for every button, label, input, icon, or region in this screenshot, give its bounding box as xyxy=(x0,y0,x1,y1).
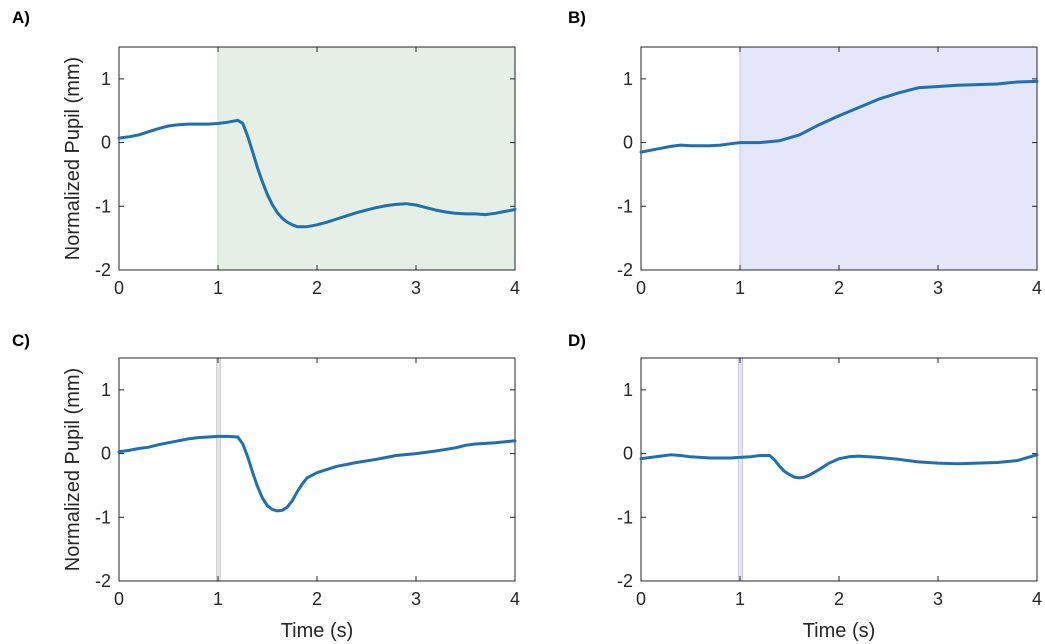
panel-3-y-tick-label: 1 xyxy=(623,380,633,400)
panel-2-y-tick-label: -1 xyxy=(95,507,111,527)
panel-2-shaded-region xyxy=(216,357,221,582)
panel-1-x-tick-label: 3 xyxy=(933,278,943,298)
panel-1-y-tick-label: 1 xyxy=(623,69,633,89)
panel-2-y-tick-label: 1 xyxy=(101,380,111,400)
panel-2-x-tick-label: 2 xyxy=(312,589,322,609)
panel-3-x-tick-label: 3 xyxy=(933,589,943,609)
panel-1-shaded-region xyxy=(739,46,1038,271)
panel-2-x-axis-label: Time (s) xyxy=(281,620,354,642)
panel-3-x-tick-label: 4 xyxy=(1032,589,1042,609)
panel-0-y-axis-label: Normalized Pupil (mm) xyxy=(62,57,84,260)
panel-2-x-tick-label: 3 xyxy=(411,589,421,609)
panel-2-y-tick-label: -2 xyxy=(95,571,111,591)
panel-3-x-tick-label: 0 xyxy=(636,589,646,609)
panel-3: 0 1 2 3 4 -2 -1 0 1 D) Time (s) xyxy=(568,331,1042,642)
panel-3-x-axis-label: Time (s) xyxy=(803,620,876,642)
panel-3-letter: D) xyxy=(568,331,586,350)
panel-0-x-tick-label: 1 xyxy=(213,278,223,298)
panel-0-x-tick-label: 3 xyxy=(411,278,421,298)
panel-1-y-tick-label: -1 xyxy=(617,196,633,216)
panel-0-series-line-0 xyxy=(117,118,517,229)
panel-0-x-tick-label: 2 xyxy=(312,278,322,298)
panel-1-x-tick-label: 0 xyxy=(636,278,646,298)
panel-2-letter: C) xyxy=(12,331,30,350)
panel-3-x-tick-label: 2 xyxy=(834,589,844,609)
panel-3-shaded-region xyxy=(738,357,743,582)
panel-1-letter: B) xyxy=(568,8,586,27)
panel-1: 0 1 2 3 4 -2 -1 0 1 B) xyxy=(568,8,1042,298)
panel-2-x-tick-label: 0 xyxy=(114,589,124,609)
panel-2-x-tick-label: 1 xyxy=(213,589,223,609)
panel-0-x-tick-label: 4 xyxy=(510,278,520,298)
panel-2-x-tick-label: 4 xyxy=(510,589,520,609)
panel-0: 0 1 2 3 4 -2 -1 0 1 A) Normalized Pupil (mm) xyxy=(12,8,520,298)
panel-0-y-tick-label: -1 xyxy=(95,196,111,216)
panel-2-y-tick-label: 0 xyxy=(101,444,111,464)
panel-1-x-tick-label: 4 xyxy=(1032,278,1042,298)
panel-1-x-tick-label: 1 xyxy=(735,278,745,298)
panel-3-y-tick-label: -2 xyxy=(617,571,633,591)
panel-1-y-tick-label: -2 xyxy=(617,260,633,280)
panel-0-y-tick-label: 1 xyxy=(101,69,111,89)
panel-1-series-line-0 xyxy=(639,79,1039,154)
panel-3-y-tick-label: 0 xyxy=(623,444,633,464)
panel-1-y-tick-label: 0 xyxy=(623,133,633,153)
panel-1-x-tick-label: 2 xyxy=(834,278,844,298)
panel-0-shaded-region xyxy=(217,46,516,271)
panel-0-y-tick-label: 0 xyxy=(101,133,111,153)
panel-3-series-line-0 xyxy=(639,453,1039,480)
panel-0-letter: A) xyxy=(12,8,30,27)
panel-2-y-axis-label: Normalized Pupil (mm) xyxy=(62,368,84,571)
panel-2-series-line-0 xyxy=(117,434,517,513)
panel-0-y-tick-label: -2 xyxy=(95,260,111,280)
panel-3-x-tick-label: 1 xyxy=(735,589,745,609)
panel-0-x-tick-label: 0 xyxy=(114,278,124,298)
panel-3-y-tick-label: -1 xyxy=(617,507,633,527)
panel-2: 0 1 2 3 4 -2 -1 0 1 C) Normalized Pupil (mm) Time (… xyxy=(12,331,520,642)
